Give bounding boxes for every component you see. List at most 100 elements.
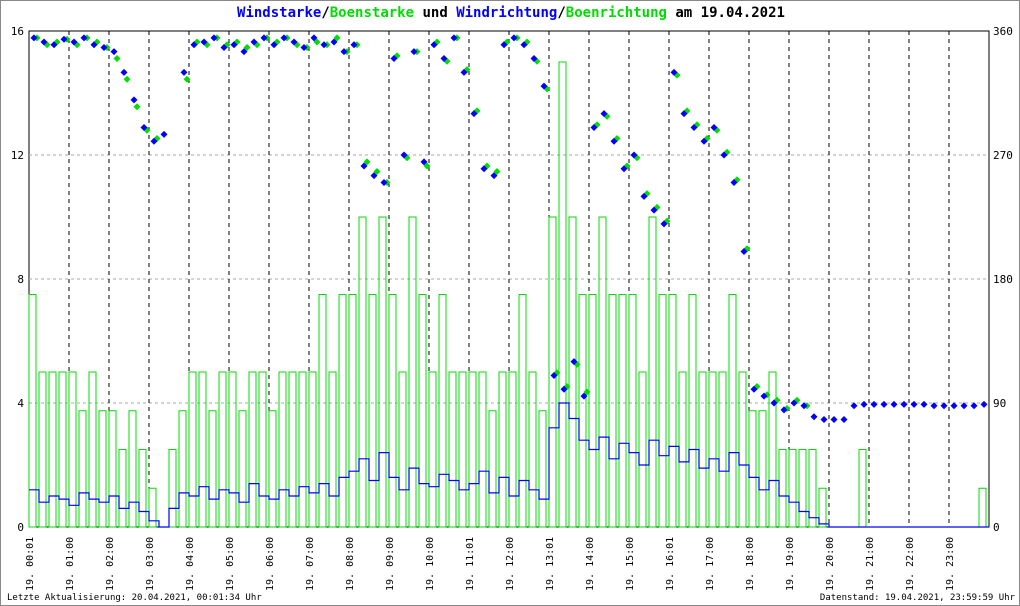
gust-bar [138,449,147,528]
gust-bar [578,294,587,528]
gust-bar [338,294,347,528]
title-part: Boenrichtung [565,5,667,21]
chart-title: Windstarke/Boenstarke und Windrichtung/B… [1,5,1019,21]
wind-direction-point [980,400,988,408]
wind-direction-point [50,41,58,49]
gust-bar [648,216,657,528]
gust-bar [248,371,257,528]
wind-direction-point [950,402,958,410]
wind-direction-point [830,416,838,424]
gust-bar [978,487,987,528]
gust-bar [768,371,777,528]
wind-direction-point [280,34,288,42]
wind-direction-point [770,399,778,407]
gust-bar [678,371,687,528]
wind-direction-point [560,385,568,393]
wind-direction-point [520,41,528,49]
wind-direction-point [300,44,308,52]
x-tick-label: 19. 18:00 [745,537,756,591]
gust-bar [358,216,367,528]
wind-direction-point [940,402,948,410]
x-tick-label: 19. 17:00 [705,537,716,591]
wind-direction-point [220,44,228,52]
x-tick-label: 19. 07:00 [305,537,316,591]
gust-bar [128,410,137,528]
wind-direction-point [740,247,748,255]
wind-speed-line [29,402,989,528]
wind-direction-point [510,34,518,42]
wind-direction-point [90,41,98,49]
gust-bar [858,449,867,528]
gust-bar [468,371,477,528]
wind-direction-point [110,48,118,56]
y-right-tick-label: 90 [993,397,1006,410]
gust-bar [448,371,457,528]
wind-direction-point [630,151,638,159]
wind-direction-point [350,41,358,49]
gust-direction-point [333,34,341,42]
wind-direction-point [720,151,728,159]
x-tick-label: 19. 11:01 [465,537,476,591]
wind-direction-point [700,137,708,145]
gust-bar [668,294,677,528]
gust-bar [308,371,317,528]
y-left-tick-label: 4 [17,397,24,410]
wind-direction-point [570,358,578,366]
gust-direction-point [363,158,371,166]
gust-bar [528,371,537,528]
gust-direction-point [183,75,191,83]
gust-bar [438,294,447,528]
x-tick-label: 19. 03:00 [145,537,156,591]
gust-bar [478,371,487,528]
wind-direction-point [360,162,368,170]
gust-direction-point [113,55,121,63]
x-tick-label: 19. 01:00 [65,537,76,591]
x-tick-label: 19. 13:01 [545,537,556,591]
gust-bar [408,216,417,528]
wind-direction-point [930,402,938,410]
wind-direction-point [580,392,588,400]
x-tick-label: 19. 05:00 [225,537,236,591]
gust-bar [518,294,527,528]
x-tick-label: 19. 06:00 [265,537,276,591]
gust-bar [498,371,507,528]
title-part: / [321,5,330,21]
last-update-text: Letzte Aktualisierung: 20.04.2021, 00:01… [7,593,262,603]
x-tick-label: 19. 12:00 [505,537,516,591]
gust-direction-point [583,388,591,396]
gust-bar [48,371,57,528]
wind-direction-point [160,130,168,138]
wind-direction-point [840,416,848,424]
wind-direction-point [210,34,218,42]
wind-direction-point [500,41,508,49]
wind-direction-point [670,68,678,76]
wind-direction-point [420,158,428,166]
wind-direction-point [800,402,808,410]
data-timestamp-text: Datenstand: 19.04.2021, 23:59:59 Uhr [819,593,1015,603]
title-part: Windstarke [237,5,322,21]
gust-bar [198,371,207,528]
wind-direction-point [310,34,318,42]
gust-bar [508,371,517,528]
gust-bar [108,410,117,528]
gust-bar [168,449,177,528]
x-tick-label: 19. 08:00 [345,537,356,591]
x-tick-label: 19. 23:00 [945,537,956,591]
x-tick-label: 19. 09:00 [385,537,396,591]
x-tick-label: 19. 00:01 [25,537,36,591]
gust-bar [418,294,427,528]
wind-direction-point [860,400,868,408]
gust-bar [688,294,697,528]
wind-direction-point [410,48,418,56]
y-right-tick-label: 360 [993,25,1013,38]
gust-bar [398,371,407,528]
gust-bar [98,410,107,528]
wind-direction-point [370,172,378,180]
x-tick-label: 19. 14:00 [585,537,596,591]
wind-direction-point [620,165,628,173]
wind-direction-point [430,41,438,49]
wind-direction-point [970,402,978,410]
wind-direction-point [340,48,348,56]
wind-direction-point [140,123,148,131]
